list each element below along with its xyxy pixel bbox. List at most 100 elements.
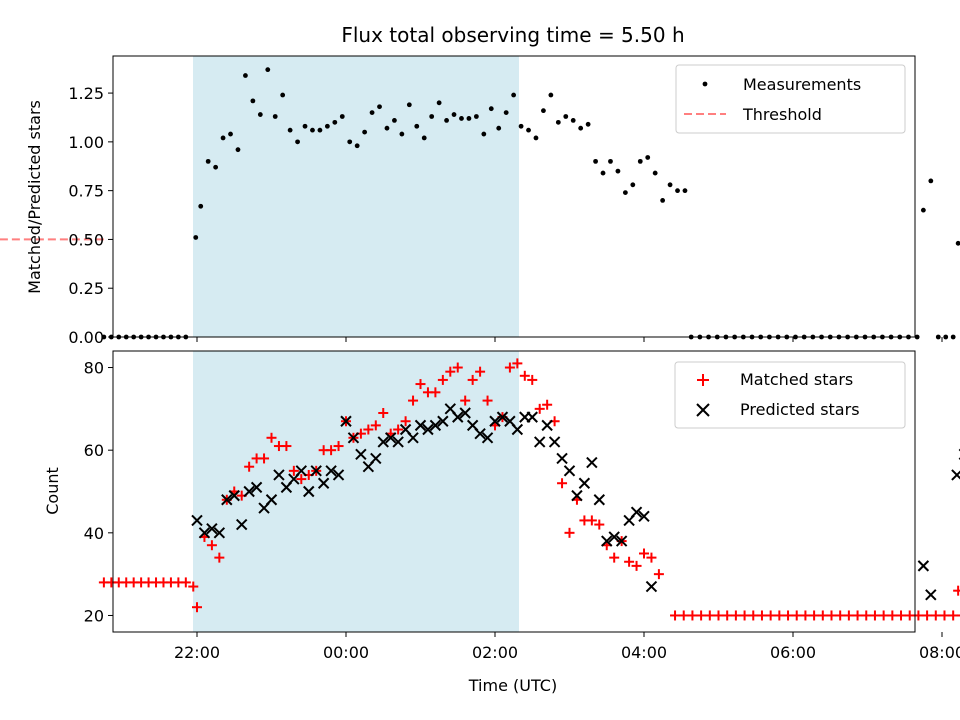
predicted-stars-point: [533, 436, 546, 448]
measurements-point: [265, 67, 271, 73]
top-legend: Measurements Threshold: [675, 64, 906, 134]
predicted-stars-point: [317, 477, 330, 489]
measurements-point: [675, 188, 680, 194]
matched-stars-point: [393, 424, 404, 435]
bottom-legend: Matched stars Predicted stars: [674, 361, 906, 429]
predicted-stars-point: [437, 415, 449, 427]
measurements-point: [213, 164, 219, 170]
matched-stars-point: [244, 461, 255, 472]
predicted-stars-point: [221, 494, 233, 506]
matched-stars-point: [713, 610, 724, 621]
measurements-point: [421, 135, 427, 141]
matched-stars-point: [861, 610, 872, 621]
predicted-stars-point: [191, 514, 203, 527]
matched-stars-point: [930, 610, 941, 621]
measurements-point: [943, 334, 949, 340]
measurements-point: [578, 125, 584, 131]
matched-stars-point: [437, 374, 448, 385]
measurements-point: [399, 131, 405, 137]
matched-stars-point: [878, 610, 889, 621]
matched-stars-point: [904, 610, 915, 621]
bottom-legend-box: [674, 361, 906, 429]
measurements-point: [384, 125, 390, 131]
y-tick-label: 0.25: [68, 279, 104, 298]
measurements-point: [406, 102, 412, 108]
measurements-point: [220, 135, 226, 141]
measurements-point: [272, 114, 278, 119]
predicted-stars-point: [340, 415, 352, 427]
matched-stars-point: [739, 610, 750, 621]
matched-stars-point: [774, 610, 785, 621]
measurements-point: [667, 182, 673, 188]
measurements-point: [928, 178, 934, 184]
legend-label-measurements: Measurements: [743, 75, 861, 94]
legend-marker-matched-stars: [697, 374, 709, 386]
measurements-point: [511, 92, 517, 98]
matched-stars-point: [206, 540, 217, 551]
matched-stars-point: [452, 362, 463, 373]
measurements-point: [935, 334, 941, 340]
predicted-stars-point: [206, 522, 218, 535]
matched-stars-point: [730, 610, 741, 621]
matched-stars-point: [259, 453, 270, 464]
measurements-point: [347, 139, 353, 145]
predicted-stars-point: [355, 448, 367, 461]
measurements-point: [369, 110, 375, 115]
x-tick-label: 00:00: [323, 643, 369, 662]
measurements-point: [354, 143, 360, 149]
matched-stars-point: [460, 395, 471, 406]
measurements-point: [392, 117, 397, 123]
y-tick-label: 0.75: [68, 182, 104, 201]
measurements-point: [414, 123, 420, 129]
measurements-point: [287, 127, 293, 133]
matched-stars-point: [956, 614, 960, 617]
matched-stars-point: [791, 610, 802, 621]
bottom-plot-frame: [112, 350, 916, 633]
measurements-point: [660, 198, 666, 203]
legend-marker-predicted-stars: [696, 403, 710, 417]
predicted-stars-point: [332, 469, 345, 481]
x-tick-label: 06:00: [770, 643, 816, 662]
measurements-point: [228, 131, 233, 137]
predicted-stars-point: [526, 411, 538, 423]
matched-stars-point: [809, 610, 820, 621]
matched-stars-point: [281, 441, 292, 452]
measurements-point: [548, 92, 554, 98]
measurements-point: [459, 116, 464, 121]
legend-label-matched-stars: Matched stars: [740, 370, 853, 389]
matched-stars-point: [370, 420, 381, 431]
predicted-stars-point: [384, 432, 397, 444]
predicted-stars-point: [638, 510, 650, 523]
predicted-stars-point: [429, 419, 442, 432]
measurements-point: [555, 119, 561, 125]
matched-stars-point: [180, 577, 191, 588]
predicted-stars-point: [310, 465, 322, 477]
y-tick-label: 0.00: [68, 328, 104, 347]
x-tick-label: 22:00: [174, 643, 220, 662]
matched-stars-point: [504, 362, 515, 373]
matched-stars-point: [653, 569, 664, 580]
matched-stars-point: [826, 610, 837, 621]
matched-stars-point: [704, 610, 715, 621]
predicted-stars-point: [556, 452, 568, 465]
matched-stars-point: [646, 552, 657, 563]
measurements-point: [317, 127, 323, 133]
legend-label-threshold: Threshold: [742, 105, 822, 124]
bottom-y-axis-label: Count: [43, 467, 62, 515]
x-tick-label: 08:00: [919, 643, 960, 662]
matched-stars-point: [475, 366, 486, 377]
predicted-stars-point: [630, 506, 643, 518]
predicted-stars-point: [325, 465, 337, 477]
predicted-stars-point: [250, 481, 263, 494]
matched-stars-point: [835, 610, 846, 621]
matched-stars-point: [564, 527, 575, 538]
predicted-stars-point: [407, 432, 419, 444]
matched-stars-point: [624, 556, 635, 567]
predicted-stars-point: [586, 456, 598, 469]
y-tick-label: 1.00: [68, 133, 104, 152]
matched-stars-point: [519, 370, 530, 381]
predicted-stars-point: [917, 560, 930, 572]
measurements-point: [198, 203, 204, 209]
matched-stars-point: [445, 366, 456, 377]
